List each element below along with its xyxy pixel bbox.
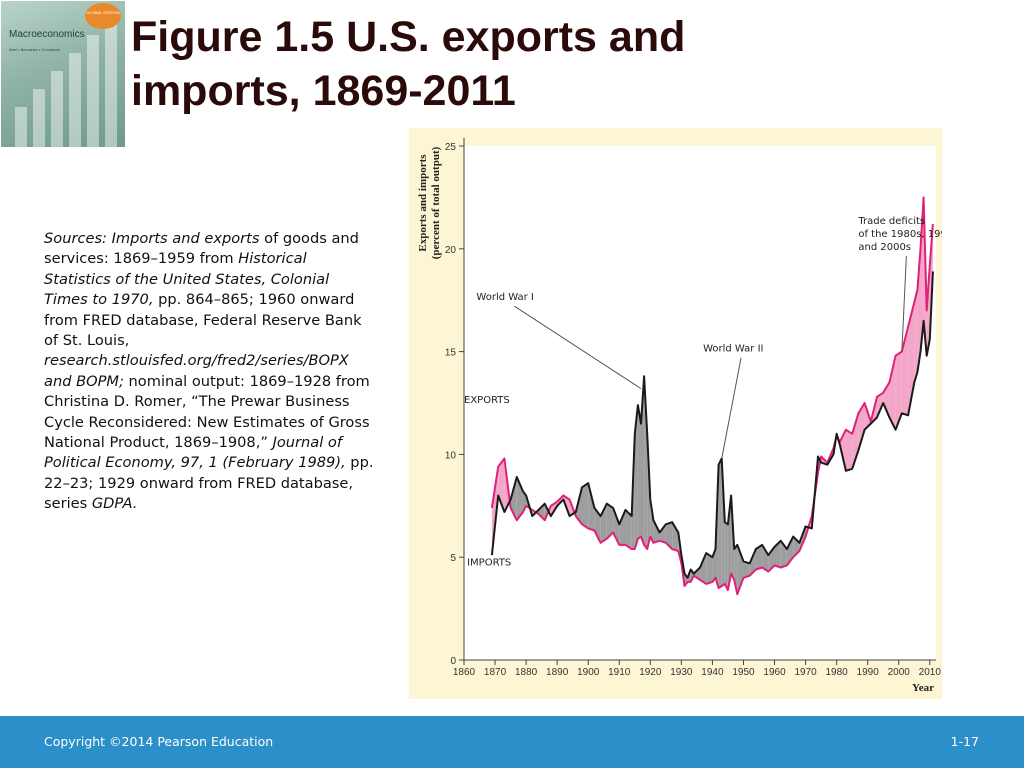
sources-part: Journal of Political Economy, 97, 1 (Feb…	[44, 434, 346, 472]
chart-annotation: EXPORTS	[464, 395, 510, 406]
y-tick-label: 5	[450, 553, 456, 564]
trade-surplus-area	[762, 544, 769, 572]
cover-title: Macroeconomics	[9, 29, 85, 40]
sources-part: Sources: Imports and exports	[44, 230, 260, 247]
chart-annotation: World War I	[476, 292, 533, 303]
x-tick-label: 1900	[577, 667, 600, 678]
x-tick-label: 1870	[484, 667, 507, 678]
trade-surplus-area	[538, 503, 545, 521]
footer-bar: Copyright ©2014 Pearson Education 1-17	[0, 716, 1024, 768]
y-tick-label: 10	[445, 450, 457, 461]
slide-title: Figure 1.5 U.S. exports and imports, 186…	[131, 13, 686, 115]
cover-edition-badge: GLOBAL EDITION	[85, 3, 121, 29]
cover-decoration	[15, 107, 27, 147]
x-tick-label: 1890	[546, 667, 569, 678]
trade-deficit-area	[895, 351, 902, 430]
chart-annotation: World War II	[703, 344, 763, 355]
trade-surplus-area	[718, 458, 722, 588]
trade-deficit-area	[852, 413, 859, 469]
x-tick-label: 1910	[608, 667, 631, 678]
sources-part: of goods and services: 1869–1959 from	[44, 230, 359, 268]
imports-line	[490, 196, 934, 596]
x-tick-label: 1980	[826, 667, 849, 678]
trade-surplus-area	[653, 520, 660, 543]
trade-deficit-area	[858, 403, 865, 451]
annotation-pointer-line	[721, 357, 742, 459]
sources-part: nominal output: 1869–1928 from Christina…	[44, 372, 370, 452]
y-tick-label: 20	[445, 245, 457, 256]
sources-part: pp. 864–865; 1960 onward from FRED datab…	[44, 291, 362, 350]
chart-annotation: and 2000s	[858, 242, 911, 253]
trade-surplus-area	[659, 524, 666, 543]
trade-surplus-area	[619, 509, 626, 545]
chart-annotation: of the 1980s, 1990s,	[858, 229, 942, 240]
trade-deficit-area	[877, 392, 884, 418]
trade-surplus-area	[774, 540, 781, 568]
x-tick-label: 1960	[763, 667, 786, 678]
annotation-pointer-line	[901, 256, 907, 352]
y-tick-label: 15	[445, 348, 457, 359]
trade-surplus-area	[625, 509, 632, 549]
sources-part: pp. 22–23; 1929 onward from FRED databas…	[44, 454, 374, 513]
y-tick-label: 25	[445, 142, 457, 153]
x-tick-label: 2010	[919, 667, 942, 678]
trade-surplus-area	[637, 405, 641, 539]
trade-deficit-area	[889, 355, 896, 430]
trade-surplus-area	[743, 561, 750, 578]
x-tick-label: 1940	[701, 667, 724, 678]
trade-surplus-area	[606, 503, 614, 539]
annotation-pointer-line	[514, 305, 642, 390]
chart-frame: 0 5 10 15 20 25 1860 1870 1880 1890 1900 1910 1920 19…	[409, 128, 942, 699]
copyright-text: Copyright ©2014 Pearson Education	[44, 734, 274, 749]
x-tick-label: 2000	[888, 667, 911, 678]
x-tick-label: 1920	[639, 667, 662, 678]
cover-decoration	[51, 71, 63, 147]
exports-line	[490, 271, 934, 579]
trade-surplus-area	[706, 553, 713, 584]
trade-surplus-area	[700, 553, 707, 584]
trade-deficit-area	[914, 289, 918, 383]
page-number: 1-17	[950, 734, 979, 749]
x-tick-label: 1860	[453, 667, 476, 678]
sources-part: research.stlouisfed.org/fred2/series/BOP…	[44, 352, 349, 390]
trade-deficit-area	[845, 429, 853, 471]
trade-surplus-area	[613, 507, 620, 545]
cover-decoration	[33, 89, 45, 147]
x-tick-label: 1970	[794, 667, 817, 678]
y-axis-title: (percent of total output)	[430, 146, 442, 259]
chart-annotation: Trade deficits	[857, 216, 925, 227]
sources-part: GDPA.	[91, 495, 138, 513]
exports-imports-chart: 0 5 10 15 20 25 1860 1870 1880 1890 1900 1910 1920 19…	[417, 138, 942, 694]
chart-annotation: IMPORTS	[467, 557, 511, 568]
x-tick-label: 1990	[857, 667, 880, 678]
cover-decoration	[105, 17, 117, 147]
y-axis-title: Exports and imports	[417, 154, 429, 252]
trade-surplus-area	[749, 549, 756, 576]
trade-surplus-area	[634, 405, 638, 549]
cover-decoration	[87, 35, 99, 147]
trade-surplus-area	[582, 483, 589, 529]
sources-text: Sources: Imports and exports of goods an…	[44, 229, 376, 515]
trade-surplus-area	[755, 544, 763, 570]
book-cover-image: GLOBAL EDITION Macroeconomics Abel • Ber…	[1, 1, 125, 147]
x-tick-label: 1930	[670, 667, 693, 678]
x-tick-label: 1880	[515, 667, 538, 678]
cover-decoration	[69, 53, 81, 147]
x-axis-title: Year	[912, 682, 934, 694]
trade-surplus-area	[724, 522, 728, 591]
trade-surplus-area	[672, 522, 679, 551]
trade-surplus-area	[594, 507, 601, 543]
trade-surplus-area	[588, 483, 595, 531]
y-tick-label: 0	[450, 656, 456, 667]
x-tick-label: 1950	[732, 667, 755, 678]
trade-surplus-area	[665, 522, 673, 549]
sources-part: Historical Statistics of the United Stat…	[44, 250, 330, 309]
cover-authors: Abel • Bernanke • Croushore	[9, 47, 61, 52]
